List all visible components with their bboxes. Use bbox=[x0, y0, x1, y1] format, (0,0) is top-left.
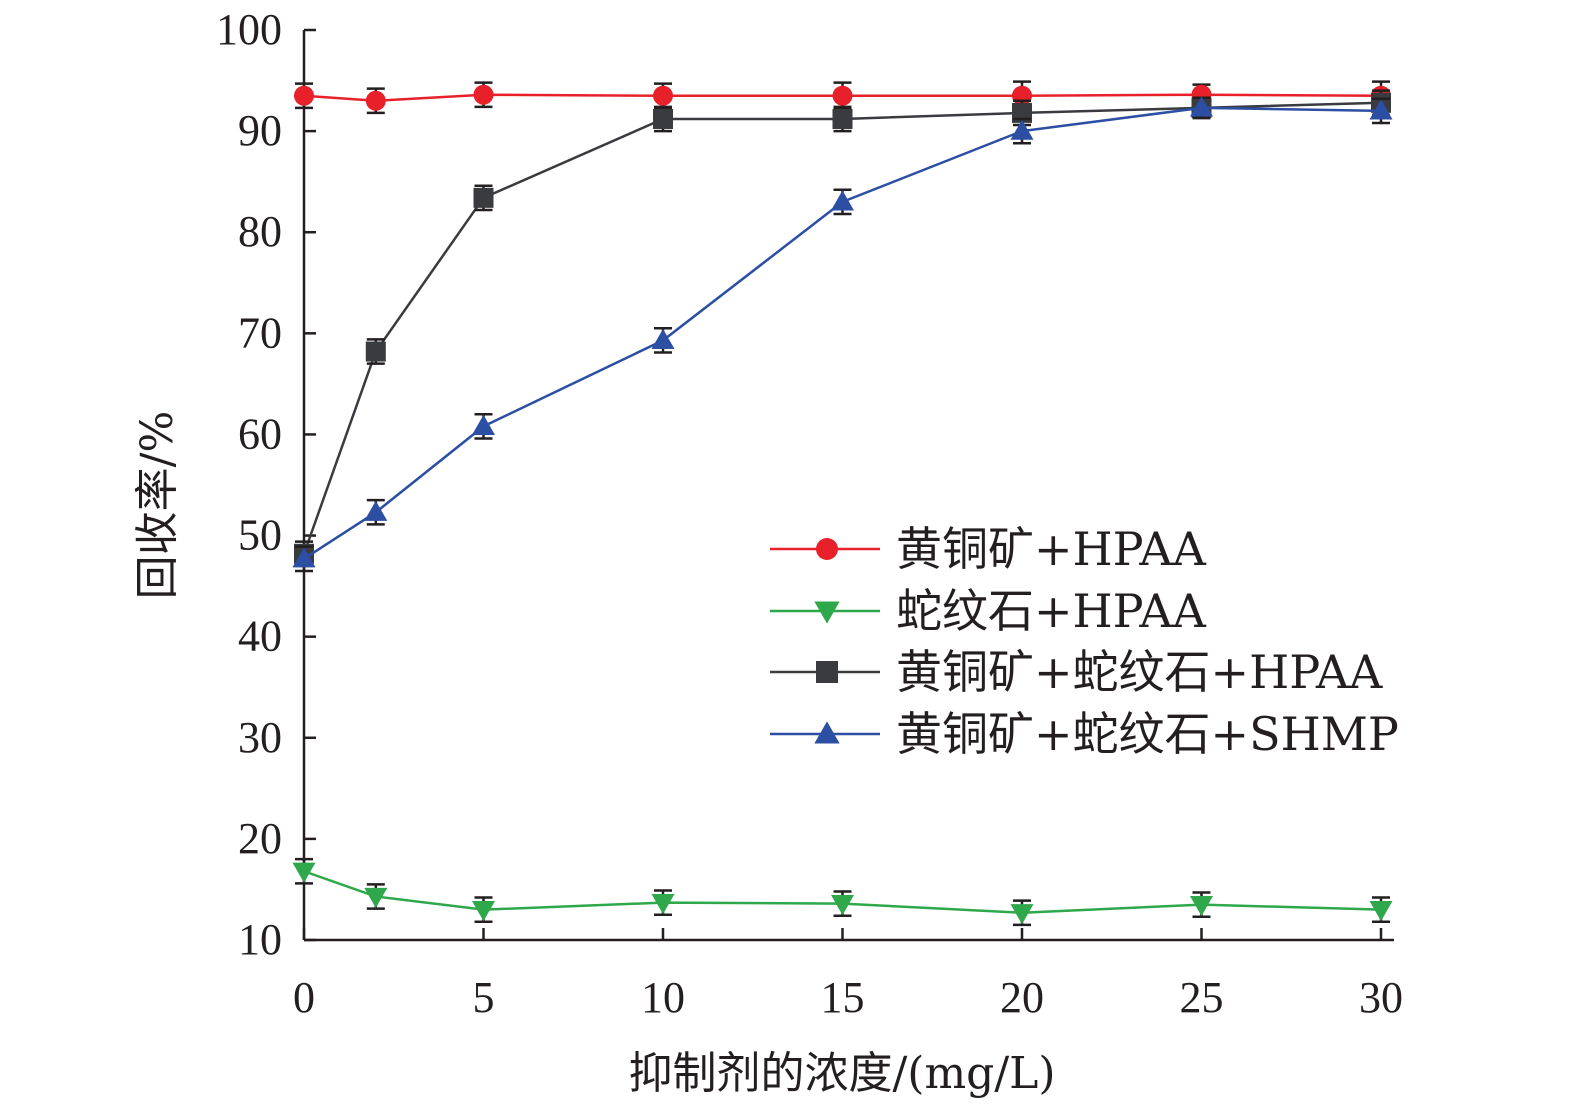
marker-triangle-down bbox=[1369, 901, 1393, 922]
y-axis-title: 回收率/% bbox=[132, 411, 183, 600]
marker-circle bbox=[294, 85, 314, 106]
marker-circle bbox=[653, 85, 673, 106]
marker-square bbox=[832, 108, 853, 129]
y-tick-label: 50 bbox=[238, 511, 282, 560]
x-ticks: 0 5 10 15 20 25 30 bbox=[293, 928, 1403, 1022]
marker-circle bbox=[473, 84, 494, 105]
marker-triangle-up bbox=[1010, 119, 1034, 140]
legend: 黄铜矿+HPAA 蛇纹石+HPAA 黄铜矿+蛇纹石+HPAA 黄铜矿+蛇纹石+SHMP bbox=[770, 522, 1399, 761]
y-tick-label: 90 bbox=[238, 106, 282, 155]
legend-label: 蛇纹石+HPAA bbox=[896, 584, 1207, 638]
series-line bbox=[303, 870, 1382, 914]
marker-triangle-up bbox=[651, 328, 675, 350]
marker-triangle-down bbox=[1010, 904, 1034, 925]
legend-label: 黄铜矿+蛇纹石+HPAA bbox=[896, 645, 1383, 699]
marker-square bbox=[816, 661, 838, 683]
y-tick-label: 40 bbox=[238, 612, 282, 661]
marker-triangle-up bbox=[1190, 96, 1213, 117]
marker-triangle-down bbox=[292, 862, 316, 883]
legend-item: 黄铜矿+蛇纹石+SHMP bbox=[770, 707, 1399, 761]
marker-circle bbox=[832, 85, 853, 106]
marker-circle bbox=[816, 538, 838, 560]
marker-triangle-up bbox=[472, 414, 495, 435]
marker-triangle-down bbox=[651, 893, 675, 915]
marker-triangle-down bbox=[814, 601, 840, 624]
series-2 bbox=[292, 857, 1393, 927]
marker-triangle-up bbox=[814, 721, 840, 744]
legend-label: 黄铜矿+蛇纹石+SHMP bbox=[896, 707, 1399, 761]
x-tick-label: 5 bbox=[473, 973, 495, 1022]
marker-triangle-down bbox=[1190, 895, 1213, 917]
marker-triangle-up bbox=[364, 500, 388, 521]
y-tick-label: 100 bbox=[216, 5, 282, 54]
series-line bbox=[302, 101, 1382, 555]
x-tick-label: 10 bbox=[641, 973, 685, 1022]
y-tick-label: 60 bbox=[238, 409, 282, 458]
marker-triangle-down bbox=[364, 887, 388, 909]
y-tick-label: 80 bbox=[238, 207, 282, 256]
series-3 bbox=[294, 89, 1391, 568]
marker-square bbox=[365, 341, 386, 362]
legend-item: 黄铜矿+蛇纹石+HPAA bbox=[770, 645, 1383, 699]
x-tick-label: 20 bbox=[1000, 973, 1044, 1022]
x-axis-title: 抑制剂的浓度/(mg/L) bbox=[628, 1048, 1055, 1099]
marker-triangle-down bbox=[831, 894, 854, 916]
axes: 10 20 30 40 50 60 70 80 90 100 0 5 10 15 20 25 30 bbox=[216, 5, 1403, 1022]
marker-triangle-up bbox=[1369, 99, 1393, 120]
marker-triangle-up bbox=[292, 547, 316, 568]
x-tick-label: 30 bbox=[1359, 973, 1403, 1022]
marker-square bbox=[473, 187, 494, 208]
legend-item: 蛇纹石+HPAA bbox=[770, 584, 1207, 638]
y-tick-label: 70 bbox=[238, 308, 282, 357]
marker-circle bbox=[365, 90, 386, 111]
marker-triangle-up bbox=[831, 190, 854, 211]
x-tick-label: 25 bbox=[1180, 973, 1224, 1022]
series-line bbox=[303, 93, 1382, 103]
y-tick-label: 30 bbox=[238, 713, 282, 762]
y-ticks: 10 20 30 40 50 60 70 80 90 100 bbox=[216, 5, 316, 964]
x-tick-label: 0 bbox=[293, 973, 315, 1022]
legend-label: 黄铜矿+HPAA bbox=[896, 522, 1207, 576]
y-tick-label: 20 bbox=[238, 814, 282, 863]
series-4 bbox=[292, 96, 1393, 573]
y-tick-label: 10 bbox=[238, 915, 282, 964]
marker-triangle-down bbox=[472, 901, 495, 922]
marker-square bbox=[653, 108, 673, 129]
series-line bbox=[303, 106, 1382, 560]
plot-area bbox=[292, 80, 1393, 927]
x-tick-label: 15 bbox=[821, 973, 865, 1022]
legend-item: 黄铜矿+HPAA bbox=[770, 522, 1207, 576]
